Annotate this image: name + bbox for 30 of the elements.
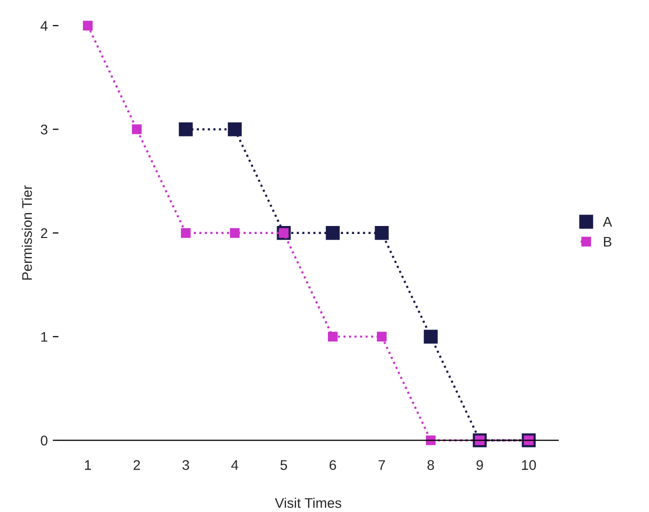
y-tick-label: 3 [40, 124, 48, 134]
x-axis-title: Visit Times [274, 498, 342, 508]
legend-label: A [602, 217, 612, 227]
point [328, 332, 338, 342]
x-tick-label: 2 [134, 460, 140, 470]
point [376, 332, 387, 342]
point [180, 228, 191, 238]
x-tick-label: 9 [476, 460, 483, 470]
y-tick-label: 1 [41, 332, 48, 342]
point [82, 20, 93, 30]
y-axis-title: Permission Tier [22, 185, 32, 280]
point [228, 122, 242, 136]
x-tick-label: 7 [378, 460, 385, 470]
y-tick-label: 0 [40, 436, 48, 446]
x-tick-label: 5 [280, 460, 288, 470]
y-tick-label: 4 [40, 21, 48, 31]
x-tick-label: 1 [85, 460, 91, 470]
point [374, 226, 389, 240]
legend-label: B [604, 236, 612, 246]
point [424, 330, 438, 344]
point [230, 228, 240, 238]
x-tick-label: 6 [330, 460, 336, 470]
point [326, 226, 340, 240]
x-tick-label: 4 [231, 460, 238, 470]
point [178, 122, 193, 136]
y-tick-label: 2 [40, 228, 48, 238]
point [132, 124, 142, 134]
x-tick-label: 3 [182, 460, 190, 470]
x-tick-label: 10 [522, 460, 536, 470]
x-tick-label: 8 [428, 460, 434, 470]
